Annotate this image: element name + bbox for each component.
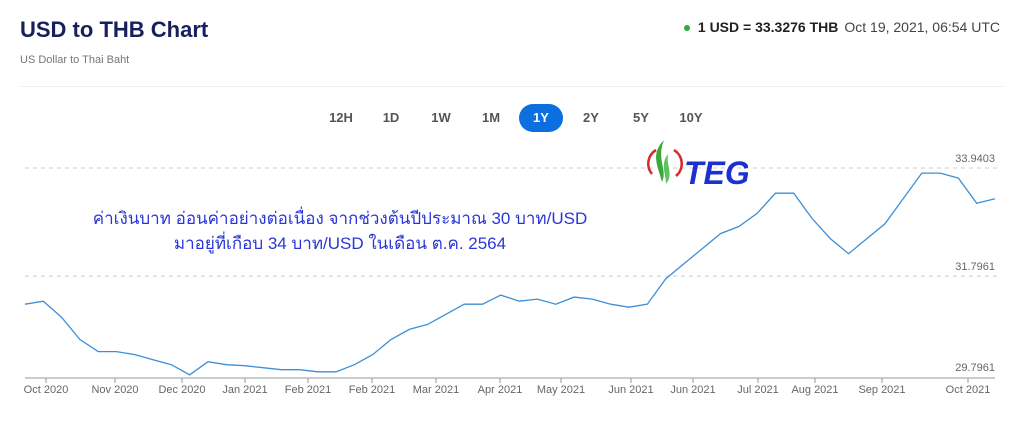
- x-tick-label: May 2021: [537, 384, 585, 396]
- x-tick-label: Aug 2021: [791, 384, 838, 396]
- y-tick-label: 29.7961: [955, 362, 995, 374]
- rate-readout: 1 USD = 33.3276 THB Oct 19, 2021, 06:54 U…: [683, 19, 1000, 35]
- range-button-5y[interactable]: 5Y: [633, 110, 649, 125]
- range-button-2y[interactable]: 2Y: [583, 110, 599, 125]
- annotation-line-1: ค่าเงินบาท อ่อนค่าอย่างต่อเนื่อง จากช่วง…: [92, 209, 588, 228]
- x-tick-label: Jan 2021: [222, 384, 267, 396]
- usd-thb-series-line: [24, 172, 996, 376]
- divider: [20, 86, 1004, 87]
- x-tick-label: Apr 2021: [478, 384, 523, 396]
- range-button-12h[interactable]: 12H: [329, 110, 353, 125]
- live-status-dot-icon: [683, 25, 690, 32]
- x-tick-label: Jun 2021: [608, 384, 653, 396]
- svg-text:TEG: TEG: [684, 155, 748, 191]
- page-subtitle: US Dollar to Thai Baht: [20, 54, 130, 66]
- x-tick-label: Jun 2021: [670, 384, 715, 396]
- x-tick-label: Feb 2021: [285, 384, 331, 396]
- range-button-1y[interactable]: 1Y: [519, 104, 563, 132]
- teg-logo: TEG: [638, 136, 748, 192]
- range-button-1d[interactable]: 1D: [382, 110, 400, 125]
- x-tick-label: Sep 2021: [858, 384, 905, 396]
- x-tick-label: Dec 2020: [158, 384, 205, 396]
- x-tick-label: Mar 2021: [413, 384, 459, 396]
- range-button-10y[interactable]: 10Y: [679, 110, 703, 125]
- rate-timestamp: Oct 19, 2021, 06:54 UTC: [844, 19, 1000, 35]
- annotation-line-2: มาอยู่ที่เกือบ 34 บาท/USD ในเดือน ต.ค. 2…: [173, 234, 507, 253]
- range-button-1w[interactable]: 1W: [431, 110, 451, 125]
- rate-value: 1 USD = 33.3276 THB: [697, 19, 839, 35]
- x-tick-label: Feb 2021: [349, 384, 395, 396]
- range-button-1m[interactable]: 1M: [481, 110, 501, 125]
- annotation: ค่าเงินบาท อ่อนค่าอย่างต่อเนื่อง จากช่วง…: [60, 206, 620, 256]
- x-tick-label: Oct 2021: [946, 384, 991, 396]
- range-selector: 12H 1D 1W 1M 1Y 2Y 5Y 10Y: [316, 104, 716, 132]
- y-tick-label: 31.7961: [955, 261, 995, 273]
- x-tick-label: Nov 2020: [91, 384, 138, 396]
- teg-logo-image: TEG: [647, 140, 748, 191]
- x-tick-label: Jul 2021: [737, 384, 779, 396]
- y-tick-label: 33.9403: [955, 153, 995, 165]
- x-tick-label: Oct 2020: [24, 384, 69, 396]
- page-title: USD to THB Chart: [20, 17, 209, 42]
